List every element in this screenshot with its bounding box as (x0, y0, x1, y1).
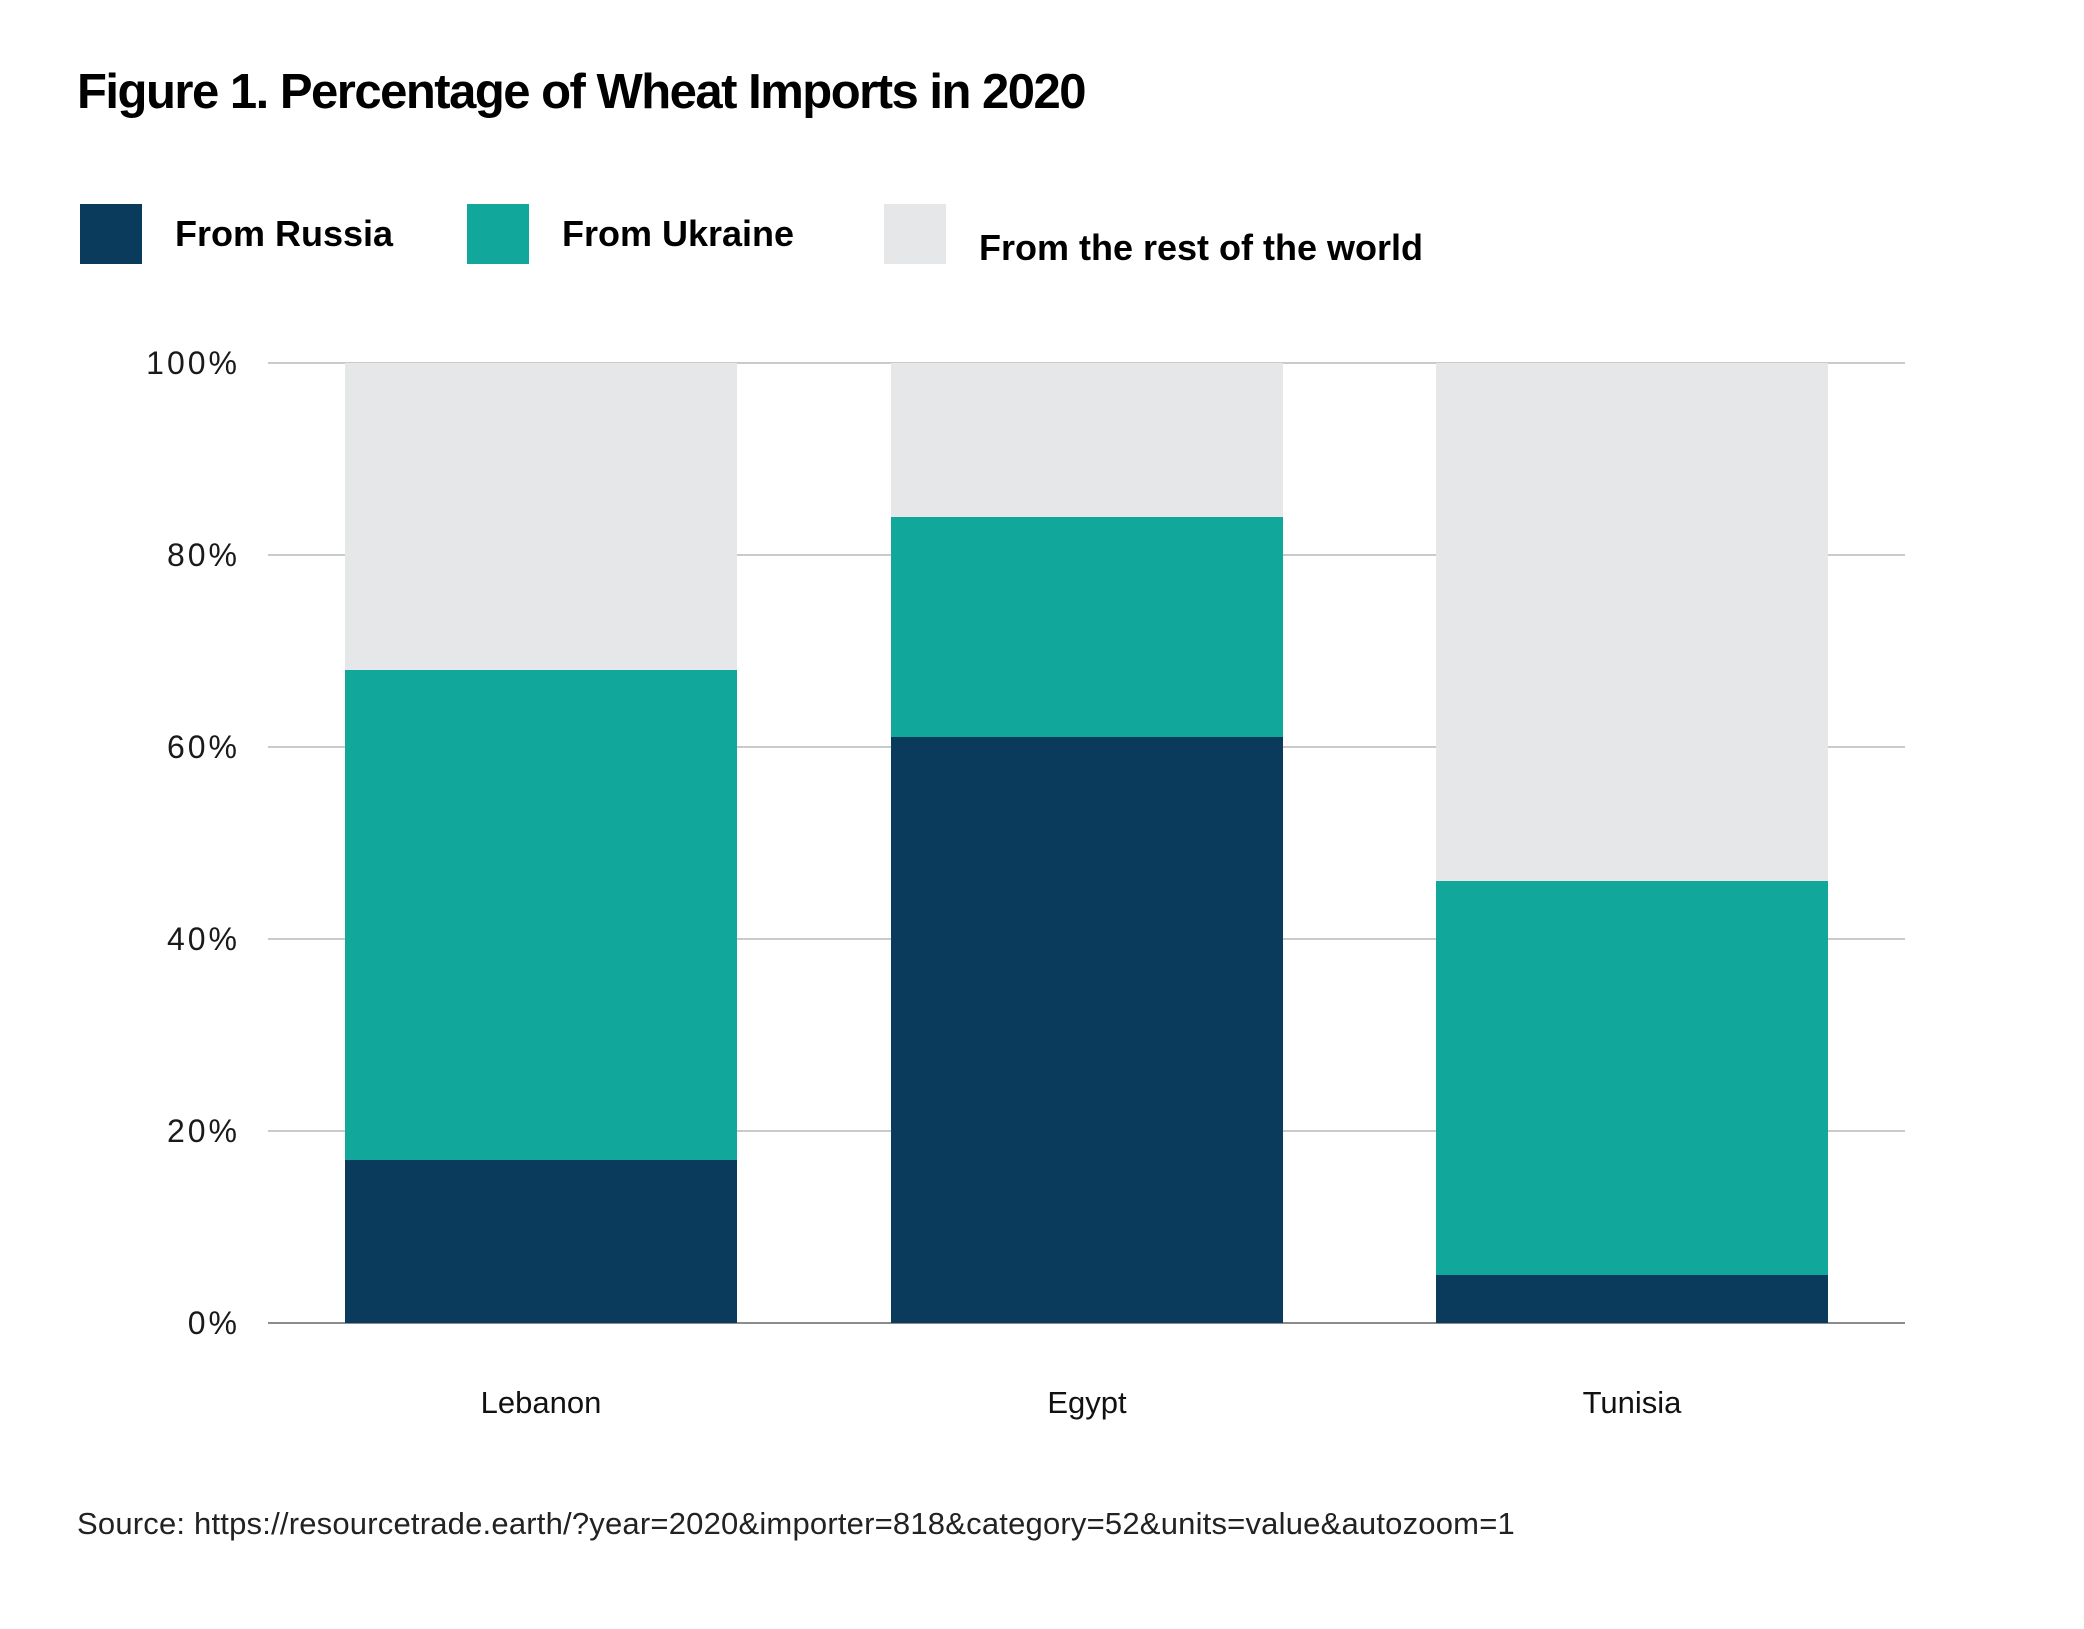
bar-segment (1436, 363, 1828, 882)
source-text: Source: https://resourcetrade.earth/?yea… (77, 1506, 1515, 1541)
stacked-bar-lebanon (345, 363, 737, 1323)
legend-label: From Russia (175, 213, 394, 254)
bar-segment (891, 363, 1283, 517)
category-label: Egypt (1047, 1385, 1127, 1420)
y-tick-label: 100% (146, 345, 240, 381)
bar-segment (1436, 881, 1828, 1275)
legend-swatch (80, 204, 142, 264)
gridline (268, 362, 1905, 364)
legend-label: From the rest of the world (979, 227, 1424, 268)
y-tick-label: 0% (187, 1305, 240, 1341)
stacked-bar-tunisia (1436, 363, 1828, 1323)
y-tick-label: 20% (166, 1113, 240, 1149)
plot-area (268, 362, 1905, 1324)
legend-swatch (467, 204, 529, 264)
category-label: Tunisia (1582, 1385, 1682, 1420)
y-tick-label: 80% (166, 537, 240, 573)
bar-segment (345, 670, 737, 1160)
bar-segment (345, 1159, 737, 1323)
x-axis-labels: Lebanon Egypt Tunisia (268, 1385, 1905, 1435)
legend-item: From the rest of the world (884, 204, 1423, 278)
bar-segment (891, 516, 1283, 738)
legend-swatch (884, 204, 946, 264)
bar-segment (345, 363, 737, 671)
legend-item: From Ukraine (467, 204, 794, 264)
x-axis-line (268, 1322, 1905, 1324)
bar-segment (891, 737, 1283, 1323)
y-axis-labels: 0% 20% 40% 60% 80% 100% (130, 345, 240, 1341)
stacked-bar-egypt (891, 363, 1283, 1323)
legend-item: From Russia (80, 204, 393, 264)
category-label: Lebanon (480, 1385, 602, 1420)
figure-title: Figure 1. Percentage of Wheat Imports in… (77, 65, 1087, 119)
y-tick-label: 60% (166, 729, 240, 765)
y-tick-label: 40% (166, 921, 240, 957)
bar-segment (1436, 1275, 1828, 1323)
legend: From Russia From Ukraine From the rest of … (0, 204, 2084, 304)
legend-label: From Ukraine (562, 213, 795, 254)
